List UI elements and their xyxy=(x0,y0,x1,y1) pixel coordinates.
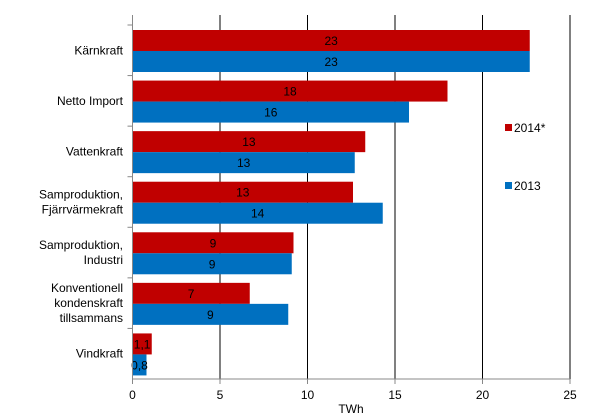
legend-swatch xyxy=(505,124,512,131)
category-label: Vindkraft xyxy=(76,347,124,361)
data-label: 9 xyxy=(207,308,214,322)
category-label: Konventionell xyxy=(51,281,123,295)
data-label: 13 xyxy=(236,186,250,200)
bar-2013-0 xyxy=(132,51,530,72)
data-label: 23 xyxy=(324,34,338,48)
data-label: 14 xyxy=(251,207,265,221)
category-label: Vattenkraft xyxy=(66,144,124,158)
category-label: Samproduktion, xyxy=(39,238,123,252)
x-axis-title: TWh xyxy=(338,402,363,416)
bar-2013-2 xyxy=(132,152,355,174)
data-label: 1,1 xyxy=(134,337,151,351)
data-label: 9 xyxy=(209,257,216,271)
bar-2014-0 xyxy=(132,30,530,51)
category-label: Netto Import xyxy=(57,94,124,108)
x-tick-label: 25 xyxy=(563,388,577,402)
x-tick-label: 0 xyxy=(129,388,136,402)
data-label: 18 xyxy=(283,85,297,99)
bar-2014-4 xyxy=(132,232,294,254)
x-tick-label: 20 xyxy=(476,388,490,402)
axes: 0 5 10 15 20 25 Kärnkraft Netto Import Vattenkra… xyxy=(39,15,577,402)
data-label: 0,8 xyxy=(131,358,148,372)
bar-2014-2 xyxy=(132,131,366,153)
bar-2014-5 xyxy=(132,282,250,304)
bar-2014-6 xyxy=(132,333,152,355)
data-label: 9 xyxy=(210,236,217,250)
x-tick-label: 5 xyxy=(217,388,224,402)
category-label: Industri xyxy=(84,253,123,267)
bar-2013-3 xyxy=(132,202,383,224)
x-tick-label: 15 xyxy=(388,388,402,402)
legend-label: 2014* xyxy=(514,121,546,135)
bar-2013-6 xyxy=(132,354,147,376)
category-label: tillsammans xyxy=(60,311,123,325)
bar-2013-1 xyxy=(132,101,409,123)
data-label: 23 xyxy=(324,55,338,69)
category-label: Kärnkraft xyxy=(74,43,123,57)
bar-2014-3 xyxy=(132,181,353,203)
legend-label: 2013 xyxy=(514,179,541,193)
data-label: 16 xyxy=(264,106,278,120)
x-tick-label: 10 xyxy=(301,388,315,402)
bar-2014-1 xyxy=(132,80,448,102)
category-label: Fjärrvärmekraft xyxy=(42,203,124,217)
data-label: 13 xyxy=(237,156,251,170)
legend: 2014* 2013 xyxy=(505,121,546,193)
bar-2013-5 xyxy=(132,303,289,325)
data-label: 7 xyxy=(188,287,195,301)
category-label: kondenskraft xyxy=(54,296,123,310)
data-label: 13 xyxy=(242,135,256,149)
category-label: Samproduktion, xyxy=(39,188,123,202)
bar-2013-4 xyxy=(132,253,292,275)
legend-swatch xyxy=(505,182,512,189)
